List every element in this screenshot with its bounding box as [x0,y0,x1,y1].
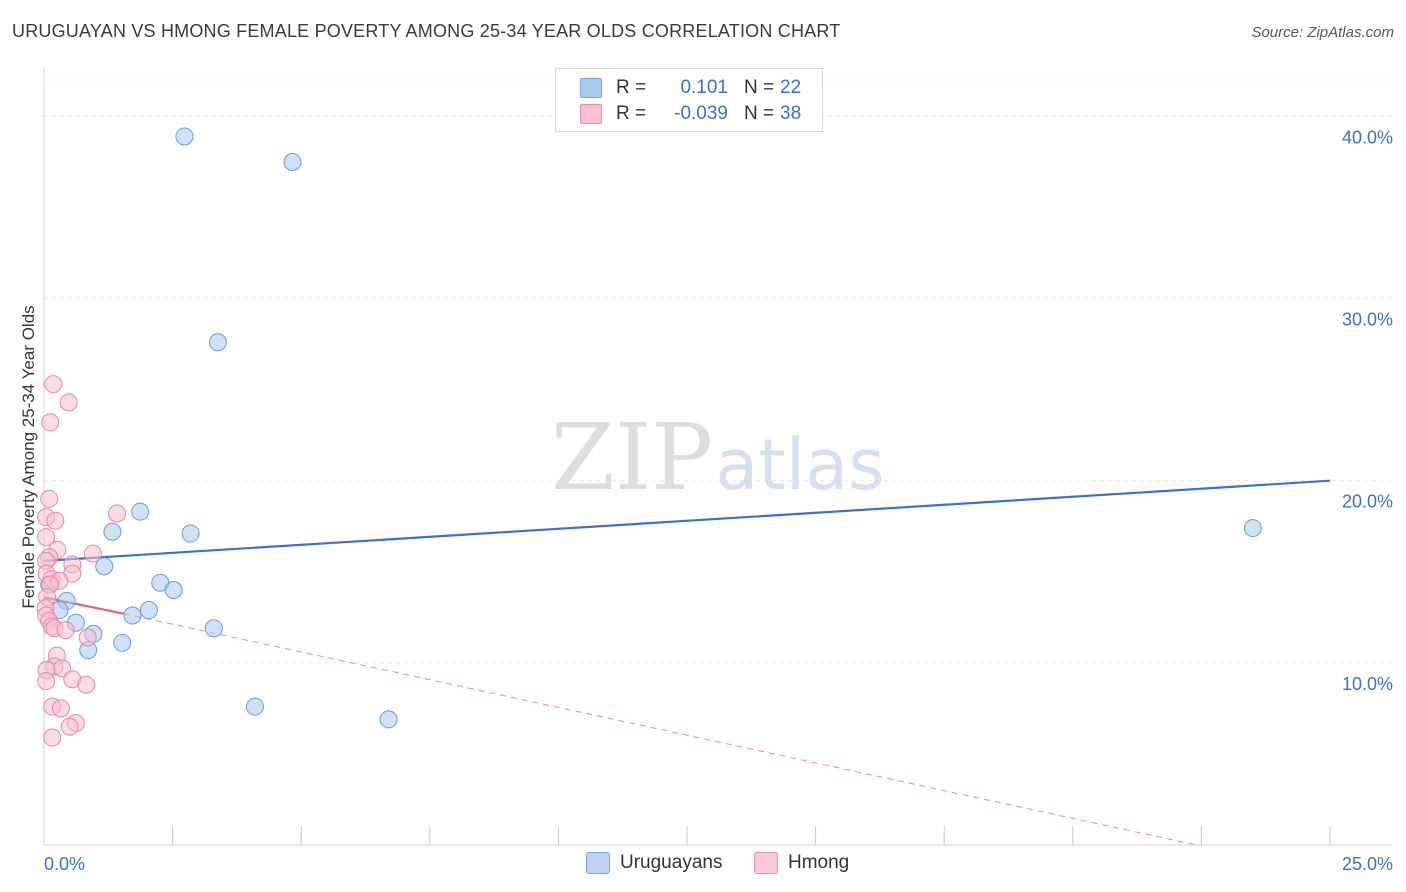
point-hmong [108,504,127,523]
point-hmong [77,675,96,694]
point-hmong [41,413,60,432]
n-value: 38 [780,103,802,124]
n-value: 22 [780,77,802,98]
point-hmong [43,728,62,747]
point-uruguayans [139,601,158,620]
gridlines [44,79,1392,664]
watermark-zip: ZIP [551,404,713,511]
series-legend: Uruguayans Hmong [0,852,1406,878]
r-value: -0.039 [674,103,728,124]
r-label: R = [616,103,647,124]
point-hmong [37,528,56,547]
y-tick-label: 40.0% [1342,127,1393,147]
legend-row-hmong: R = -0.039 N = 38 [580,102,801,126]
y-tick-label: 10.0% [1342,674,1393,694]
point-uruguayans [283,152,302,171]
legend-item-hmong[interactable]: Hmong [754,852,849,874]
point-hmong [59,393,78,412]
legend-label-hmong: Hmong [788,852,850,873]
legend-swatch-uruguayans [580,78,602,98]
point-uruguayans [181,524,200,543]
tick-labels: 10.0% 20.0% 30.0% 40.0% 0.0% 25.0% [44,127,1393,874]
r-value: 0.101 [680,77,728,98]
point-uruguayans [164,581,183,599]
point-hmong [83,544,102,563]
trend-line-hmong [43,596,124,615]
point-hmong [37,672,56,691]
trend-line-hmong [123,613,1197,846]
n-label: N = [744,103,775,124]
point-hmong [46,511,65,530]
legend-row-uruguayans: R = 0.101 N = 22 [580,76,801,100]
point-hmong [40,489,59,508]
legend-swatch-hmong [580,104,602,124]
point-uruguayans [175,127,194,146]
data-points [36,127,1262,747]
chart-title: URUGUAYAN VS HMONG FEMALE POVERTY AMONG … [12,21,841,41]
point-uruguayans [113,633,132,652]
point-uruguayans [123,606,142,625]
point-hmong [44,375,63,394]
trend-line-uruguayans [43,479,1331,562]
point-hmong [60,717,79,736]
point-hmong [78,628,97,647]
legend-label-uruguayans: Uruguayans [620,852,723,873]
axes [43,68,1392,846]
point-uruguayans [103,522,122,541]
point-uruguayans [245,697,264,716]
correlation-legend: R = 0.101 N = 22 R = -0.039 N = 38 [555,68,823,132]
watermark: ZIP atlas [551,404,885,511]
point-hmong [51,699,70,718]
legend-swatch-uruguayans [586,852,610,874]
r-label: R = [616,77,647,98]
point-uruguayans [131,502,150,521]
legend-swatch-hmong [754,852,778,874]
trend-lines [43,479,1331,846]
source-label: Source: ZipAtlas.com [1251,24,1394,41]
point-hmong [56,621,75,640]
y-axis-label: Female Poverty Among 25-34 Year Olds [19,305,38,608]
point-uruguayans [95,557,114,576]
y-tick-label: 20.0% [1342,492,1393,512]
y-tick-label: 30.0% [1342,310,1393,330]
n-label: N = [744,77,775,98]
point-uruguayans [204,619,223,638]
point-uruguayans [1243,519,1262,538]
watermark-atlas: atlas [715,424,884,506]
point-uruguayans [208,333,227,352]
legend-item-uruguayans[interactable]: Uruguayans [586,852,722,874]
point-uruguayans [379,710,398,729]
x-tick-label: 25.0% [1342,854,1393,874]
x-tick-label: 0.0% [44,854,85,874]
